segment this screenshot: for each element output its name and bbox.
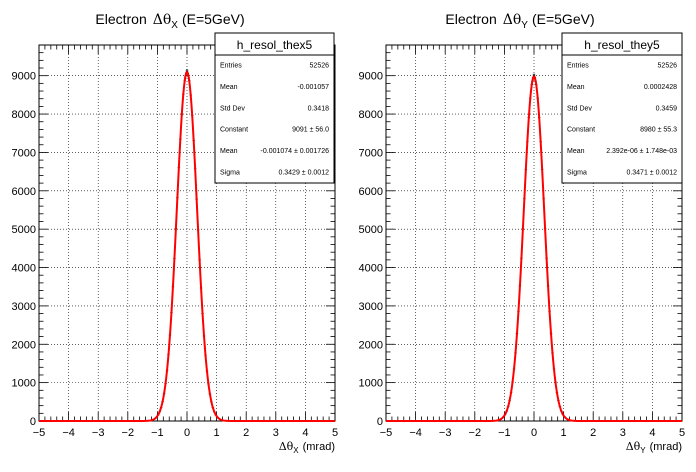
stats-row-label: Std Dev bbox=[220, 105, 245, 112]
y-tick-label: 7000 bbox=[12, 147, 36, 159]
y-tick-label: 2000 bbox=[12, 339, 36, 351]
stats-box: h_resol_thex5 Entries 52526 Mean -0.001057 St… bbox=[214, 32, 335, 184]
y-tick-label: 8000 bbox=[12, 109, 36, 121]
x-tick-label: −1 bbox=[151, 427, 164, 439]
stats-row-value: 8980 ± 55.3 bbox=[640, 127, 677, 134]
y-tick-label: 6000 bbox=[359, 186, 383, 198]
x-tick-label: −2 bbox=[469, 427, 482, 439]
x-tick-label: 4 bbox=[302, 427, 308, 439]
stats-row-value: -0.001074 ± 0.001726 bbox=[261, 148, 330, 155]
stats-row-label: Std Dev bbox=[567, 105, 592, 112]
x-tick-label: −2 bbox=[122, 427, 135, 439]
x-axis-label: ΔθX (mrad) bbox=[279, 440, 335, 455]
x-tick-label: 0 bbox=[531, 427, 537, 439]
x-tick-label: 2 bbox=[590, 427, 596, 439]
y-tick-label: 7000 bbox=[359, 147, 383, 159]
y-axis: 0 1000 2000 3000 4000 5000 6000 7000 8000 9000 bbox=[12, 44, 335, 428]
stats-row-label: Sigma bbox=[567, 169, 587, 176]
x-tick-label: −4 bbox=[62, 427, 75, 439]
stats-row-value: 52526 bbox=[658, 63, 678, 70]
y-tick-label: 9000 bbox=[359, 71, 383, 83]
chart-title: Electron ΔθX (E=5GeV) bbox=[95, 11, 244, 31]
stats-row-label: Mean bbox=[567, 148, 585, 155]
histogram-panel-2: −5 −4 −3 −2 −1 0 1 2 3 4 5 0 1000 2000 3000 4000 5000 600… bbox=[359, 11, 686, 455]
x-tick-label: 3 bbox=[273, 427, 279, 439]
x-tick-label: −3 bbox=[439, 427, 452, 439]
x-tick-label: 1 bbox=[561, 427, 567, 439]
x-axis-label: ΔθY (mrad) bbox=[626, 440, 682, 455]
stats-row-value: 2.392e-06 ± 1.748e-03 bbox=[606, 148, 677, 155]
stats-row-value: 0.3429 ± 0.0012 bbox=[278, 169, 329, 176]
y-tick-label: 4000 bbox=[12, 263, 36, 275]
stats-box-frame bbox=[561, 32, 683, 184]
stats-row-label: Mean bbox=[567, 84, 585, 91]
x-tick-label: 5 bbox=[679, 427, 685, 439]
y-tick-label: 3000 bbox=[359, 301, 383, 313]
stats-row-value: -0.001057 bbox=[297, 84, 329, 91]
stats-box-name: h_resol_they5 bbox=[584, 38, 660, 52]
stats-row-value: 0.0002428 bbox=[644, 84, 677, 91]
stats-row-value: 0.3459 bbox=[656, 105, 678, 112]
gaussian-fit-curve bbox=[39, 70, 335, 422]
x-tick-label: −4 bbox=[409, 427, 422, 439]
x-tick-label: −5 bbox=[380, 427, 393, 439]
x-tick-label: −5 bbox=[33, 427, 46, 439]
stats-row-label: Mean bbox=[220, 148, 238, 155]
x-tick-label: 0 bbox=[184, 427, 190, 439]
stats-box: h_resol_they5 Entries 52526 Mean 0.0002428 St… bbox=[561, 32, 683, 184]
stats-row-value: 9091 ± 56.0 bbox=[292, 127, 329, 134]
y-tick-label: 2000 bbox=[359, 339, 383, 351]
y-tick-label: 0 bbox=[377, 416, 383, 428]
y-tick-label: 1000 bbox=[359, 378, 383, 390]
x-tick-label: 4 bbox=[649, 427, 655, 439]
y-tick-label: 0 bbox=[30, 416, 36, 428]
x-tick-label: 5 bbox=[332, 427, 338, 439]
x-tick-label: 1 bbox=[214, 427, 220, 439]
x-tick-label: 2 bbox=[243, 427, 249, 439]
x-tick-label: −1 bbox=[498, 427, 511, 439]
stats-row-label: Sigma bbox=[220, 169, 240, 176]
stats-row-value: 0.3471 ± 0.0012 bbox=[626, 169, 677, 176]
y-tick-label: 6000 bbox=[12, 186, 36, 198]
chart-title: Electron ΔθY (E=5GeV) bbox=[445, 11, 594, 31]
y-tick-label: 9000 bbox=[12, 71, 36, 83]
y-tick-label: 5000 bbox=[12, 224, 36, 236]
y-tick-label: 5000 bbox=[359, 224, 383, 236]
stats-row-label: Mean bbox=[220, 84, 238, 91]
stats-row-value: 0.3418 bbox=[308, 105, 330, 112]
stats-box-frame bbox=[214, 32, 335, 184]
stats-box-name: h_resol_thex5 bbox=[237, 38, 313, 52]
y-tick-label: 3000 bbox=[12, 301, 36, 313]
y-tick-label: 1000 bbox=[12, 378, 36, 390]
y-tick-label: 8000 bbox=[359, 109, 383, 121]
y-tick-label: 4000 bbox=[359, 263, 383, 275]
stats-row-label: Constant bbox=[220, 127, 248, 134]
stats-row-label: Constant bbox=[567, 127, 595, 134]
x-tick-label: 3 bbox=[620, 427, 626, 439]
stats-row-label: Entries bbox=[220, 63, 242, 70]
stats-row-value: 52526 bbox=[310, 63, 330, 70]
gaussian-fit-curve bbox=[386, 75, 682, 422]
stats-row-label: Entries bbox=[567, 63, 589, 70]
histogram-panel-1: −5 −4 −3 −2 −1 0 1 2 3 4 5 0 1000 2000 3000 4000 5000 600… bbox=[12, 11, 339, 455]
x-tick-label: −3 bbox=[92, 427, 105, 439]
